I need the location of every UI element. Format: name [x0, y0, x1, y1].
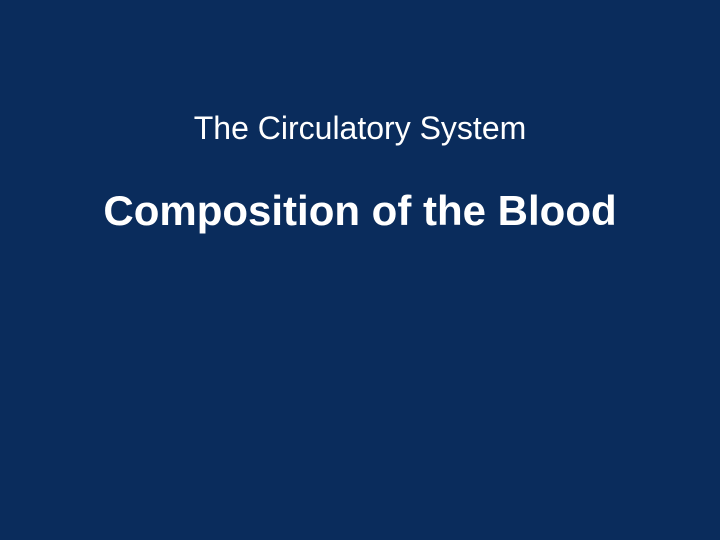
- slide-title: Composition of the Blood: [103, 187, 616, 235]
- slide-container: The Circulatory System Composition of th…: [0, 0, 720, 540]
- slide-subtitle: The Circulatory System: [194, 110, 527, 147]
